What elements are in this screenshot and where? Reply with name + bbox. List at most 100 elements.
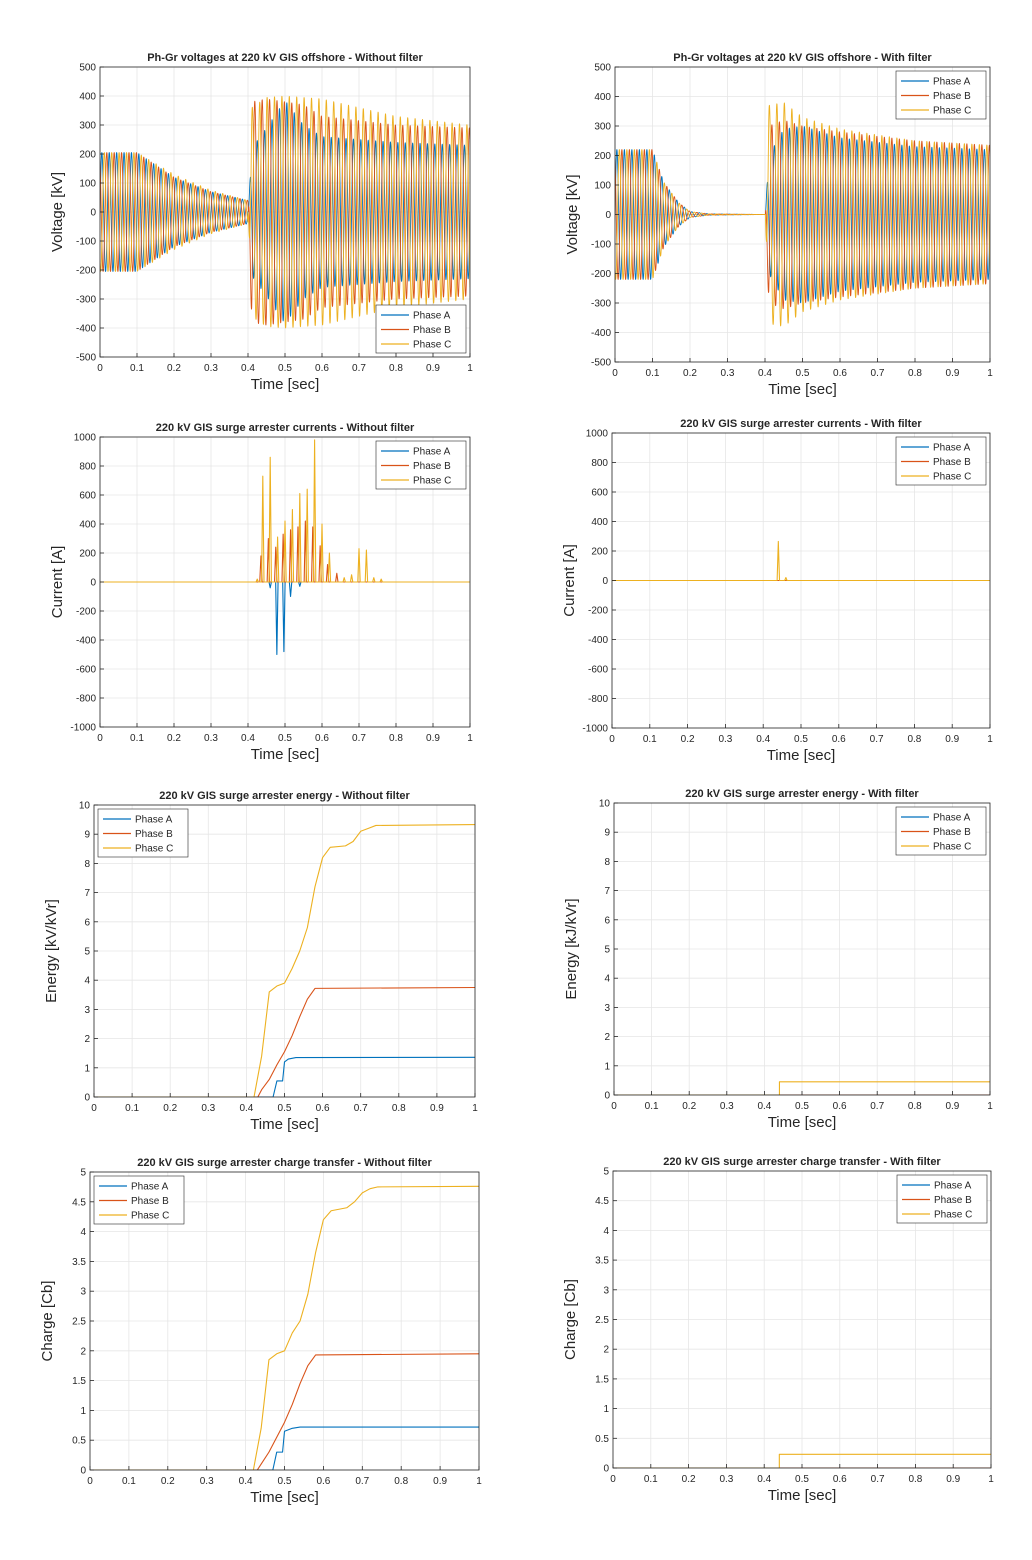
- x-tick-label: 0.8: [394, 1476, 408, 1487]
- y-tick-label: 5: [604, 945, 610, 956]
- y-axis-label: Energy [kV/kVr]: [43, 899, 60, 1003]
- legend-label: Phase C: [413, 476, 451, 487]
- x-tick-label: 0.5: [278, 1476, 292, 1487]
- y-tick-label: -100: [591, 240, 611, 251]
- y-tick-label: 7: [604, 886, 610, 897]
- x-tick-label: 0.5: [796, 368, 810, 379]
- series-line-phase-c: [100, 439, 470, 583]
- y-tick-label: 2.5: [72, 1317, 86, 1328]
- chart-panel-6: 0 0.1 0.2 0.3 0.4 0.5 0.6 0.7 0.8 0.9 101234567891…: [563, 788, 993, 1131]
- y-tick-label: 3: [80, 1287, 86, 1298]
- y-tick-label: 800: [79, 462, 96, 473]
- y-axis-label: Voltage [kV]: [49, 172, 66, 252]
- x-tick-label: 0.7: [352, 733, 366, 744]
- x-tick-label: 0.1: [130, 363, 144, 374]
- y-tick-label: 3.5: [595, 1256, 609, 1267]
- y-tick-label: 3: [603, 1285, 609, 1296]
- x-tick-label: 0.6: [316, 1103, 330, 1114]
- x-tick-label: 0.4: [241, 733, 255, 744]
- y-tick-label: 200: [79, 150, 96, 161]
- series-line-phase-a: [100, 102, 470, 322]
- x-tick-label: 0.1: [646, 368, 660, 379]
- y-tick-label: -200: [588, 606, 608, 617]
- series-line-phase-b: [100, 99, 470, 326]
- y-tick-label: 10: [599, 799, 611, 810]
- x-tick-label: 0: [97, 363, 103, 374]
- x-tick-label: 0.6: [832, 734, 846, 745]
- x-tick-label: 0.6: [833, 1474, 847, 1485]
- y-tick-label: 6: [604, 915, 610, 926]
- x-tick-label: 0.7: [355, 1476, 369, 1487]
- y-axis-label: Charge [Cb]: [562, 1279, 579, 1360]
- x-tick-label: 0.2: [163, 1103, 177, 1114]
- x-tick-label: 0.6: [833, 368, 847, 379]
- y-tick-label: 200: [594, 151, 611, 162]
- y-tick-label: 800: [591, 458, 608, 469]
- y-tick-label: -1000: [70, 723, 96, 734]
- y-tick-label: 2.5: [595, 1315, 609, 1326]
- chart-title: Ph-Gr voltages at 220 kV GIS offshore - …: [673, 52, 932, 64]
- y-tick-label: 0: [602, 576, 608, 587]
- legend-label: Phase C: [131, 1211, 169, 1222]
- x-tick-label: 1: [987, 368, 993, 379]
- x-tick-label: 0: [91, 1103, 97, 1114]
- y-tick-label: -600: [76, 665, 96, 676]
- y-tick-label: -200: [591, 269, 611, 280]
- y-tick-label: -400: [588, 635, 608, 646]
- chart-panel-3: 0 0.1 0.2 0.3 0.4 0.5 0.6 0.7 0.8 0.9 1 -1000 -800 -6…: [49, 422, 473, 763]
- series-line-phase-a: [100, 581, 470, 656]
- x-tick-label: 0.8: [389, 733, 403, 744]
- y-tick-label: 200: [79, 549, 96, 560]
- x-tick-label: 0.9: [946, 368, 960, 379]
- y-tick-label: 3: [84, 1005, 90, 1016]
- x-axis-label: Time [sec]: [768, 1487, 837, 1504]
- x-axis-label: Time [sec]: [768, 1114, 837, 1131]
- x-tick-label: 0.3: [718, 734, 732, 745]
- y-tick-label: -200: [76, 607, 96, 618]
- x-tick-label: 0.3: [200, 1476, 214, 1487]
- x-tick-label: 0.9: [946, 1474, 960, 1485]
- y-tick-label: -400: [76, 636, 96, 647]
- chart-panel-2: 0 0.1 0.2 0.3 0.4 0.5 0.6 0.7 0.8 0.9 1 -500 -400 -30…: [564, 52, 993, 398]
- x-tick-label: 0: [97, 733, 103, 744]
- y-tick-label: 4.5: [72, 1197, 86, 1208]
- x-tick-label: 0.9: [945, 1101, 959, 1112]
- x-tick-label: 1: [472, 1103, 478, 1114]
- x-tick-label: 0.6: [315, 733, 329, 744]
- x-tick-label: 0.3: [204, 733, 218, 744]
- x-tick-label: 0.1: [645, 1101, 659, 1112]
- legend: Phase A Phase B Phase C: [895, 806, 987, 856]
- y-tick-label: 500: [594, 63, 611, 74]
- series-line-phase-a: [90, 1426, 479, 1470]
- x-tick-label: 0.5: [794, 734, 808, 745]
- x-tick-label: 0.7: [352, 363, 366, 374]
- x-tick-label: 0.9: [433, 1476, 447, 1487]
- x-tick-label: 0.5: [278, 1103, 292, 1114]
- x-tick-label: 0.9: [945, 734, 959, 745]
- chart-title: 220 kV GIS surge arrester currents - Wit…: [680, 418, 922, 430]
- x-tick-label: 0.2: [683, 368, 697, 379]
- x-tick-label: 0.5: [795, 1474, 809, 1485]
- legend-label: Phase B: [933, 827, 971, 838]
- y-axis-label: Current [A]: [561, 544, 578, 617]
- x-tick-label: 0: [610, 1474, 616, 1485]
- y-tick-label: 0.5: [595, 1434, 609, 1445]
- y-tick-label: 600: [79, 491, 96, 502]
- x-tick-label: 0.4: [756, 734, 770, 745]
- y-tick-label: 9: [84, 830, 90, 841]
- y-tick-label: 8: [84, 859, 90, 870]
- y-tick-label: 100: [79, 179, 96, 190]
- x-tick-label: 0.1: [644, 1474, 658, 1485]
- x-axis-label: Time [sec]: [251, 746, 320, 763]
- x-tick-label: 0.2: [167, 363, 181, 374]
- series-line-phase-b: [90, 1353, 479, 1470]
- x-tick-label: 0.5: [278, 733, 292, 744]
- legend: Phase A Phase B Phase C: [895, 70, 987, 120]
- x-tick-label: 0.6: [833, 1101, 847, 1112]
- legend-label: Phase B: [413, 325, 451, 336]
- y-tick-label: 6: [84, 917, 90, 928]
- y-tick-label: -800: [588, 694, 608, 705]
- x-tick-label: 0.3: [719, 1474, 733, 1485]
- y-tick-label: 500: [79, 63, 96, 74]
- y-tick-label: -400: [591, 328, 611, 339]
